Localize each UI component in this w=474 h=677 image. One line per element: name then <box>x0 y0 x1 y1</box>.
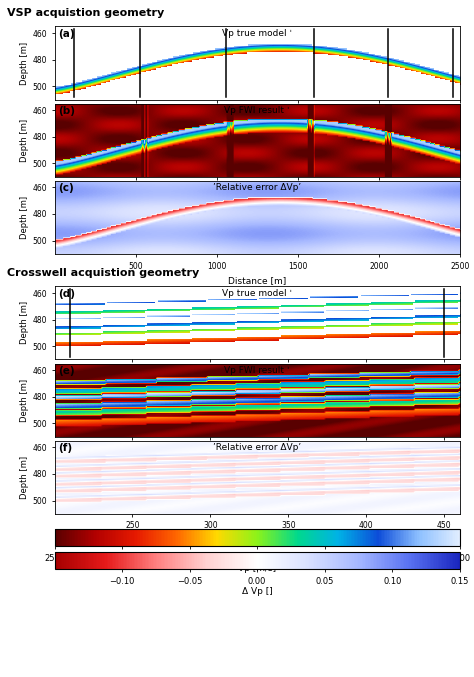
Text: (f): (f) <box>59 443 73 453</box>
X-axis label: Distance [m]: Distance [m] <box>228 276 286 285</box>
Y-axis label: Depth [m]: Depth [m] <box>20 378 29 422</box>
Text: (a): (a) <box>59 28 75 39</box>
Text: Vp FWI result ˈ: Vp FWI result ˈ <box>225 366 290 375</box>
Text: Vp true model ˈ: Vp true model ˈ <box>222 288 292 298</box>
Text: (b): (b) <box>59 106 75 116</box>
Text: ’Relative error ΔVp’: ’Relative error ΔVp’ <box>213 443 301 452</box>
X-axis label: Δ Vp []: Δ Vp [] <box>242 588 273 596</box>
Text: (d): (d) <box>59 288 75 299</box>
Y-axis label: Depth [m]: Depth [m] <box>20 301 29 345</box>
Y-axis label: Depth [m]: Depth [m] <box>20 196 29 239</box>
Y-axis label: Depth [m]: Depth [m] <box>20 456 29 499</box>
X-axis label: Distance [m]: Distance [m] <box>228 536 286 545</box>
Text: VSP acquistion geometry: VSP acquistion geometry <box>7 8 164 18</box>
Text: (c): (c) <box>59 183 74 193</box>
Y-axis label: Depth [m]: Depth [m] <box>20 118 29 162</box>
Text: ’Relative error ΔVp’: ’Relative error ΔVp’ <box>213 183 301 192</box>
X-axis label: Vp [m/s]: Vp [m/s] <box>238 565 276 573</box>
Text: Crosswell acquistion geometry: Crosswell acquistion geometry <box>7 268 200 278</box>
Text: Vp true model ˈ: Vp true model ˈ <box>222 28 292 38</box>
Text: (e): (e) <box>59 366 75 376</box>
Text: Vp FWI result ˈ: Vp FWI result ˈ <box>225 106 290 115</box>
Y-axis label: Depth [m]: Depth [m] <box>20 41 29 85</box>
